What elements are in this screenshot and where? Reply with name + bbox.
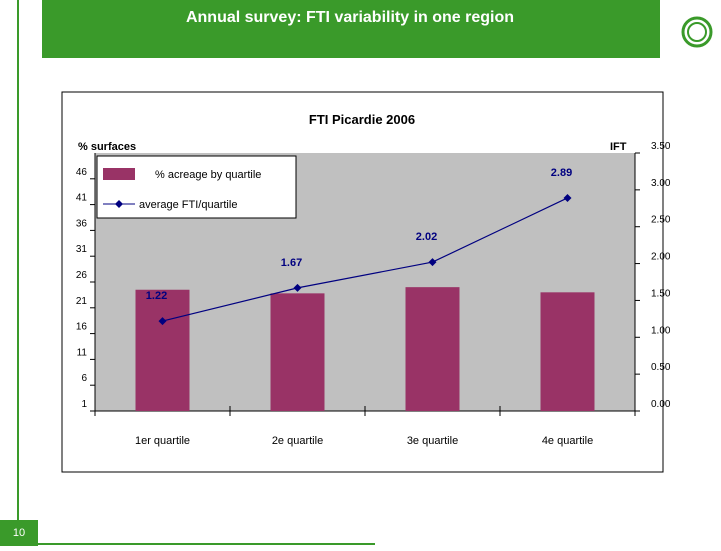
- y2-tick-label: 1.50: [651, 288, 671, 299]
- page-number-box: [0, 520, 38, 546]
- data-label: 1.67: [281, 257, 302, 269]
- y2-tick-label: 2.50: [651, 215, 671, 226]
- header-bar: [42, 0, 660, 58]
- legend-swatch: [115, 200, 123, 208]
- y2-tick-label: 2.00: [651, 252, 671, 263]
- point: [428, 258, 437, 267]
- legend-label: average FTI/quartile: [139, 199, 237, 211]
- x-tick-label: 4e quartile: [542, 435, 593, 447]
- y-tick-label: 36: [76, 218, 88, 229]
- y-tick-label: 26: [76, 270, 88, 281]
- point: [563, 193, 572, 202]
- y-tick-label: 1: [81, 399, 87, 410]
- y2-tick-label: 0.50: [651, 362, 671, 373]
- x-tick-label: 3e quartile: [407, 435, 458, 447]
- data-label: 1.22: [146, 290, 167, 302]
- y-tick-label: 6: [81, 373, 87, 384]
- legend-box: [96, 155, 297, 219]
- line: [162, 197, 568, 322]
- x-tick-label: 1er quartile: [135, 435, 190, 447]
- legend-label: % acreage by quartile: [155, 169, 261, 181]
- bar: [540, 292, 595, 411]
- y-tick-label: 46: [76, 167, 88, 178]
- bar: [270, 293, 325, 411]
- y2-tick-label: 3.50: [651, 141, 671, 152]
- data-label: 2.89: [551, 167, 572, 179]
- y-tick-label: 11: [77, 347, 88, 358]
- data-label: 2.02: [416, 231, 437, 243]
- page-number: 10: [13, 527, 25, 539]
- logo: [681, 16, 713, 48]
- point: [158, 317, 167, 326]
- point: [293, 283, 302, 292]
- y2-axis-label: IFT: [610, 141, 627, 153]
- y-tick-label: 41: [76, 193, 88, 204]
- y2-tick-label: 1.00: [651, 325, 671, 336]
- y-axis-label: % surfaces: [78, 141, 136, 153]
- legend-swatch: [103, 168, 135, 180]
- y-tick-label: 21: [76, 296, 88, 307]
- y2-tick-label: 3.00: [651, 178, 671, 189]
- y-tick-label: 31: [76, 244, 88, 255]
- slide-title: Annual survey: FTI variability in one re…: [186, 9, 514, 26]
- y-tick-label: 16: [76, 322, 88, 333]
- bar: [135, 289, 190, 411]
- chart-title: FTI Picardie 2006: [309, 112, 415, 127]
- x-tick-label: 2e quartile: [272, 435, 323, 447]
- y2-tick-label: 0.00: [651, 399, 671, 410]
- bar: [405, 287, 460, 411]
